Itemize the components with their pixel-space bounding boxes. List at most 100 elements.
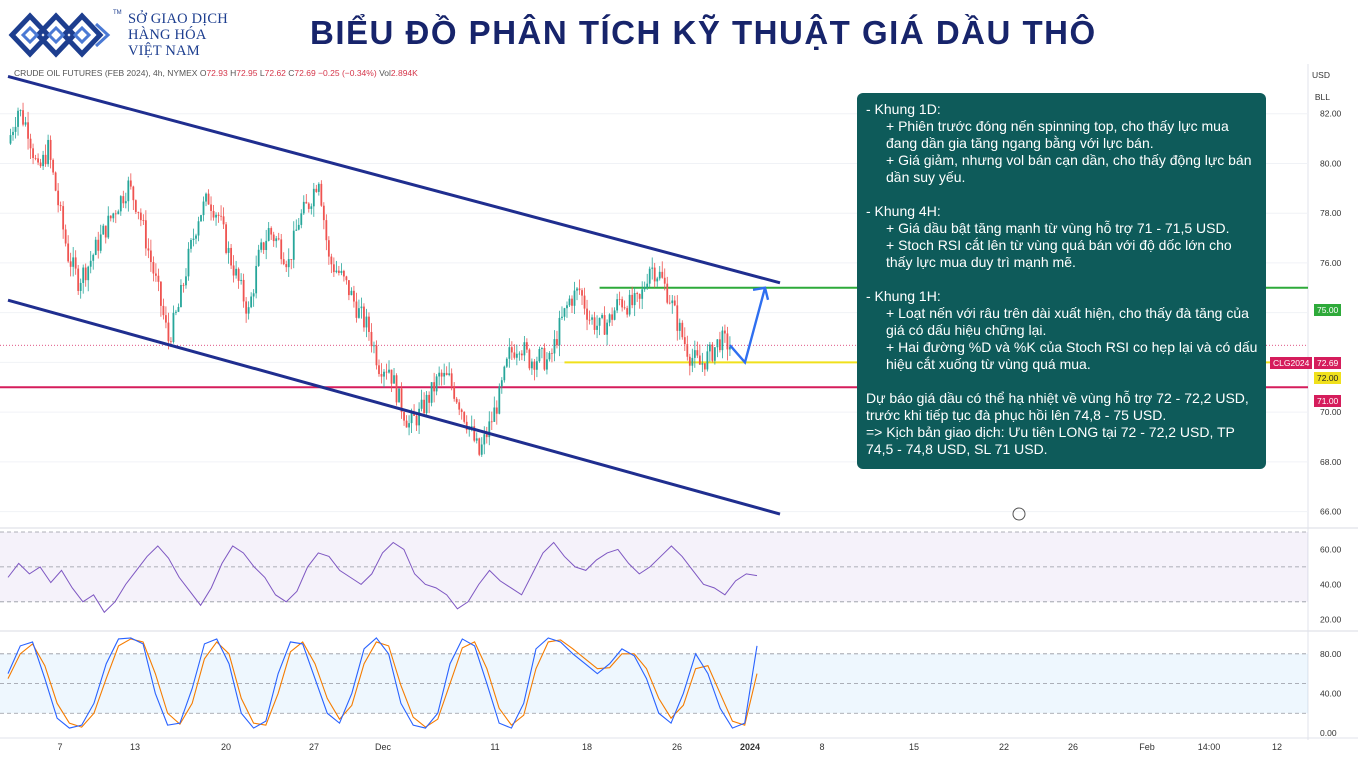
candle-body (132, 186, 135, 201)
candle-body (160, 281, 162, 306)
candle-body (458, 402, 461, 410)
candle-body (541, 348, 543, 350)
price-tick-label: 76.00 (1320, 258, 1342, 268)
candle-body (147, 248, 150, 251)
candle-body (260, 242, 263, 250)
candle-body (74, 257, 77, 269)
candle-body (157, 275, 160, 282)
candle-body (638, 294, 641, 299)
candle-body (152, 261, 155, 274)
price-tick-label: 82.00 (1320, 109, 1342, 119)
candle-body (59, 205, 62, 207)
candle-body (385, 371, 388, 373)
candle-body (661, 271, 664, 278)
candle-body (593, 317, 596, 330)
candle-body (435, 376, 438, 392)
candle-body (651, 267, 654, 269)
candle-body (99, 234, 102, 251)
candle-body (340, 270, 343, 273)
candle-body (483, 434, 486, 445)
candle-body (703, 363, 706, 370)
candle-body (287, 259, 290, 268)
candle-body (220, 215, 222, 217)
candle-body (583, 295, 586, 309)
candle-body (34, 157, 37, 159)
candle-body (210, 204, 212, 211)
candle-body (658, 271, 661, 279)
candle-body (586, 308, 588, 320)
indicator-badge[interactable]: BLL (1314, 92, 1330, 102)
candle-body (631, 294, 634, 306)
candle-body (729, 346, 731, 350)
candle-body (571, 298, 573, 306)
candle-body (117, 211, 120, 215)
analysis-note: - Khung 1D: + Phiên trước đóng nến spinn… (857, 93, 1266, 469)
candle-body (365, 316, 368, 328)
candle-body (410, 412, 413, 424)
candle-body (418, 408, 420, 426)
candle-body (470, 426, 473, 428)
candle-body (563, 308, 566, 317)
candle-body (167, 322, 170, 342)
rsi-tick-label: 40.00 (1320, 579, 1342, 589)
candle-body (393, 375, 395, 384)
candle-body (613, 310, 616, 320)
candle-body (646, 283, 649, 288)
candle-body (227, 247, 230, 253)
candle-body (621, 299, 624, 308)
candle-body (305, 201, 308, 204)
candle-body (19, 110, 22, 112)
candle-body (698, 355, 701, 365)
currency-badge[interactable]: USD (1312, 70, 1330, 80)
low-label: L (259, 68, 265, 78)
stoch-k-line (7, 637, 758, 729)
candle-body (558, 317, 561, 346)
candle-body (44, 154, 47, 165)
candle-body (453, 386, 456, 399)
candle-body (663, 277, 666, 284)
candle-body (473, 426, 476, 441)
candle-body (17, 110, 19, 127)
candle-body (636, 293, 639, 295)
candle-body (716, 339, 719, 348)
candle-body (603, 315, 606, 335)
candle-body (310, 206, 313, 209)
candle-body (423, 399, 426, 414)
candle-body (217, 214, 220, 216)
time-tick-label: Feb (1139, 742, 1155, 752)
time-tick-label: 20 (221, 742, 231, 752)
candle-body (49, 139, 52, 160)
candle-body (683, 337, 686, 345)
candle-body (330, 256, 333, 265)
candle-body (628, 294, 631, 315)
candle-body (272, 234, 275, 242)
candle-body (681, 322, 684, 338)
candle-body (280, 239, 283, 260)
candle-body (252, 293, 255, 297)
candle-body (345, 276, 348, 281)
stoch-tick-label: 40.00 (1320, 688, 1342, 698)
channel-trendline (7, 74, 781, 285)
volume-label: Vol (379, 68, 391, 78)
candle-body (533, 361, 536, 370)
candle-body (77, 268, 80, 291)
symbol-label[interactable]: CRUDE OIL FUTURES (FEB 2024), 4h, NYMEX (14, 68, 198, 78)
candle-body (250, 296, 253, 308)
candle-body (696, 350, 699, 356)
candle-body (623, 307, 626, 309)
candle-body (408, 423, 410, 428)
channel-trendline (7, 298, 781, 516)
candle-body (724, 330, 726, 334)
candle-body (618, 299, 621, 301)
candle-body (322, 205, 325, 221)
candle-body (97, 239, 100, 251)
time-tick-label: 7 (57, 742, 62, 752)
time-tick-label: 27 (309, 742, 319, 752)
candle-body (182, 284, 185, 286)
green-level-tag: 75.00 (1314, 304, 1342, 316)
candle-body (122, 196, 125, 204)
candle-body (598, 317, 601, 326)
candle-body (175, 311, 177, 313)
candle-body (568, 298, 571, 306)
candle-body (109, 215, 112, 219)
